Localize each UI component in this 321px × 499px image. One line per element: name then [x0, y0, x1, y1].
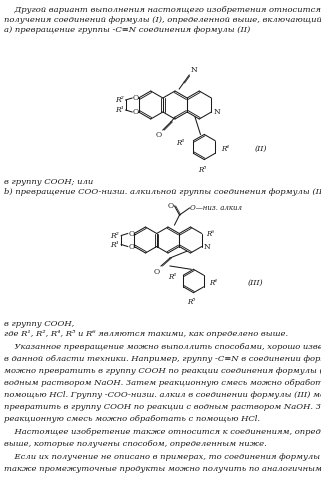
Text: O: O [133, 108, 139, 116]
Text: в данной области техники. Например, группу -C≡N в соединении формулы (II): в данной области техники. Например, груп… [4, 355, 321, 363]
Text: в группу COOH,: в группу COOH, [4, 320, 74, 328]
Text: (III): (III) [248, 279, 264, 287]
Text: в группу COOH; или: в группу COOH; или [4, 178, 93, 186]
Text: R²: R² [110, 232, 119, 240]
Text: Другой вариант выполнения настоящего изобретения относится к способу: Другой вариант выполнения настоящего изо… [4, 6, 321, 14]
Text: получения соединений формулы (I), определенной выше, включающий: получения соединений формулы (I), опреде… [4, 16, 321, 24]
Text: выше, которые получены способом, определенным ниже.: выше, которые получены способом, определ… [4, 440, 267, 448]
Text: R⁴: R⁴ [209, 279, 217, 287]
Text: O: O [128, 230, 134, 238]
Text: N: N [204, 243, 211, 250]
Text: где R¹, R², R⁴, R⁵ и R⁶ являются такими, как определено выше.: где R¹, R², R⁴, R⁵ и R⁶ являются такими,… [4, 330, 288, 338]
Text: b) превращение COO-низш. алкильной группы соединения формулы (III): b) превращение COO-низш. алкильной групп… [4, 188, 321, 196]
Text: а) превращение группы -C≡N соединения формулы (II): а) превращение группы -C≡N соединения фо… [4, 26, 250, 34]
Text: R⁴: R⁴ [221, 145, 229, 153]
Text: O: O [156, 131, 162, 139]
Text: (II): (II) [255, 145, 267, 153]
Text: Если их получение не описано в примерах, то соединения формулы (I), а: Если их получение не описано в примерах,… [4, 453, 321, 461]
Text: превратить в группу COOH по реакции с водным раствором NaOH. Затем: превратить в группу COOH по реакции с во… [4, 403, 321, 411]
Text: O: O [133, 94, 139, 102]
Text: O: O [128, 243, 134, 250]
Text: R¹: R¹ [110, 241, 119, 249]
Text: водным раствором NaOH. Затем реакционную смесь можно обработать с: водным раствором NaOH. Затем реакционную… [4, 379, 321, 387]
Text: также промежуточные продукты можно получить по аналогичным методикам: также промежуточные продукты можно получ… [4, 465, 321, 473]
Text: R⁵: R⁵ [198, 166, 206, 174]
Text: R¹: R¹ [115, 106, 124, 114]
Text: R⁶: R⁶ [206, 230, 214, 238]
Text: реакционную смесь можно обработать с помощью HCl.: реакционную смесь можно обработать с пом… [4, 415, 260, 423]
Text: помощью HCl. Группу -COO-низш. алкил в соединении формулы (III) можно: помощью HCl. Группу -COO-низш. алкил в с… [4, 391, 321, 399]
Text: R³: R³ [168, 273, 176, 281]
Text: Настоящее изобретение также относится к соединениям, определенным: Настоящее изобретение также относится к … [4, 428, 321, 436]
Text: R³: R³ [176, 139, 184, 147]
Text: N: N [213, 108, 220, 116]
Text: N: N [190, 66, 197, 74]
Text: O: O [167, 202, 173, 210]
Text: R⁵: R⁵ [187, 298, 195, 306]
Text: R²: R² [115, 96, 124, 104]
Text: Указанное превращение можно выполлить способами, хорошо известными: Указанное превращение можно выполлить сп… [4, 343, 321, 351]
Text: O—низ. алкил: O—низ. алкил [190, 204, 242, 212]
Text: O: O [154, 268, 160, 276]
Text: можно превратить в группу COOH по реакции соединения формулы (II) с: можно превратить в группу COOH по реакци… [4, 367, 321, 375]
